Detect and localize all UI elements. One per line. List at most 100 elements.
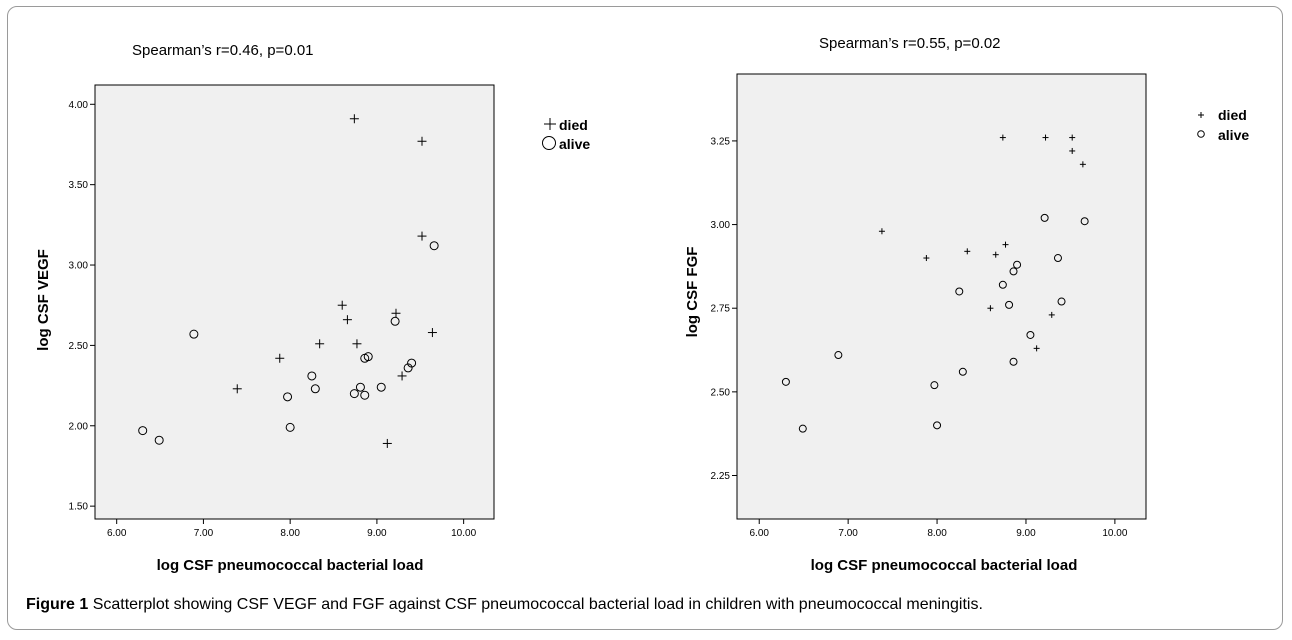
y-tick-label: 3.25 [711, 136, 731, 147]
data-point-alive [1005, 300, 1014, 309]
chart-title: Spearman’s r=0.46, p=0.01 [132, 42, 314, 59]
data-point-died [992, 251, 999, 258]
data-point-alive [429, 241, 439, 251]
caption-end: . [978, 596, 983, 613]
x-tick-label: 8.00 [280, 528, 300, 539]
data-point-alive [283, 392, 293, 402]
data-point-alive [285, 422, 295, 432]
data-point-alive [363, 352, 373, 362]
y-tick-label: 2.75 [711, 304, 731, 315]
data-point-died [342, 315, 352, 325]
x-tick-label: 9.00 [367, 528, 387, 539]
data-point-alive [310, 384, 320, 394]
data-point-alive [955, 287, 964, 296]
caption-label: Figure 1 [26, 596, 89, 613]
data-point-alive [1053, 254, 1062, 263]
x-tick-label: 10.00 [451, 528, 476, 539]
x-tick-label: 7.00 [838, 528, 858, 539]
legend-died-marker [1198, 112, 1204, 118]
caption-text: Scatterplot showing CSF VEGF and FGF aga… [92, 596, 979, 613]
data-point-died [417, 231, 427, 241]
data-point-died [417, 136, 427, 146]
data-point-alive [1013, 260, 1022, 269]
data-point-alive [1080, 217, 1089, 226]
y-tick-label: 1.50 [69, 502, 89, 513]
x-tick-label: 6.00 [107, 528, 127, 539]
data-point-alive [998, 280, 1007, 289]
x-tick-label: 7.00 [194, 528, 214, 539]
data-point-alive [834, 351, 843, 360]
x-tick-label: 6.00 [749, 528, 769, 539]
data-point-alive [930, 381, 939, 390]
data-point-died [878, 228, 885, 235]
y-axis-label: log CSF FGF [684, 247, 701, 338]
y-tick-label: 3.00 [69, 261, 89, 272]
data-point-died [382, 438, 392, 448]
data-point-died [1042, 134, 1049, 141]
legend-alive-label: alive [559, 136, 590, 152]
data-point-alive [407, 358, 417, 368]
legend: died alive [542, 117, 590, 152]
legend-died-label: died [1218, 107, 1247, 123]
data-point-died [427, 328, 437, 338]
y-tick-label: 3.00 [711, 220, 731, 231]
data-point-alive [1009, 267, 1018, 276]
data-point-alive [154, 435, 164, 445]
data-point-alive [1026, 330, 1035, 339]
data-point-died [1069, 134, 1076, 141]
y-tick-label: 2.25 [711, 471, 731, 482]
data-point-died [352, 339, 362, 349]
data-point-died [391, 308, 401, 318]
data-point-alive [781, 377, 790, 386]
data-point-died [987, 305, 994, 312]
data-point-alive [390, 316, 400, 326]
x-axis-label: log CSF pneumococcal bacterial load [157, 557, 424, 574]
y-tick-label: 2.00 [69, 421, 89, 432]
x-tick-label: 8.00 [927, 528, 947, 539]
x-tick-label: 9.00 [1016, 528, 1036, 539]
data-point-died [397, 371, 407, 381]
data-point-died [315, 339, 325, 349]
legend-alive-label: alive [1218, 127, 1249, 143]
y-tick-label: 2.50 [69, 341, 89, 352]
data-point-alive [933, 421, 942, 430]
data-point-died [1069, 147, 1076, 154]
legend: died alive [1197, 107, 1249, 143]
data-point-died [349, 114, 359, 124]
data-point-alive [1040, 213, 1049, 222]
data-point-alive [189, 329, 199, 339]
data-point-alive [798, 424, 807, 433]
plot-area [736, 73, 1147, 520]
data-point-died [964, 248, 971, 255]
figure-caption: Figure 1 Scatterplot showing CSF VEGF an… [26, 596, 983, 614]
y-tick-label: 3.50 [69, 180, 89, 191]
data-point-alive [1009, 357, 1018, 366]
x-tick-label: 10.00 [1102, 528, 1127, 539]
legend-alive-marker [1197, 130, 1205, 138]
y-tick-label: 4.00 [69, 100, 89, 111]
chart-vegf: Spearman’s r=0.46, p=0.01 log CSF pneumo… [35, 42, 590, 574]
data-point-alive [349, 389, 359, 399]
data-point-alive [958, 367, 967, 376]
data-point-died [275, 353, 285, 363]
data-point-alive [376, 382, 386, 392]
data-point-died [1048, 311, 1055, 318]
data-point-died [232, 384, 242, 394]
data-point-died [337, 300, 347, 310]
data-point-alive [307, 371, 317, 381]
y-axis-label: log CSF VEGF [35, 249, 52, 351]
data-point-died [1079, 161, 1086, 168]
data-point-alive [138, 426, 148, 436]
data-point-died [999, 134, 1006, 141]
data-point-alive [355, 382, 365, 392]
data-point-alive [360, 390, 370, 400]
x-axis-label: log CSF pneumococcal bacterial load [811, 557, 1078, 574]
data-point-died [923, 255, 930, 262]
y-tick-label: 2.50 [711, 387, 731, 398]
data-point-died [1033, 345, 1040, 352]
data-point-died [1002, 241, 1009, 248]
data-point-alive [1057, 297, 1066, 306]
chart-title: Spearman’s r=0.55, p=0.02 [819, 35, 1001, 52]
legend-alive-marker [542, 136, 556, 150]
